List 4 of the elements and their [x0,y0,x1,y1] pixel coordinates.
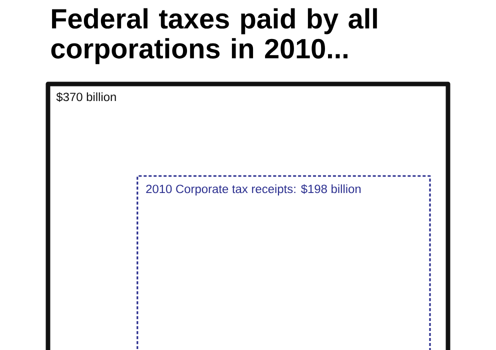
data-label: $370 billion [56,92,116,102]
category-label: 2010 Corporate tax receipts [146,184,293,196]
data-label: : $198 billion [294,184,361,194]
text: Federal taxes paid by all corporations in 2010... [51,8,377,64]
